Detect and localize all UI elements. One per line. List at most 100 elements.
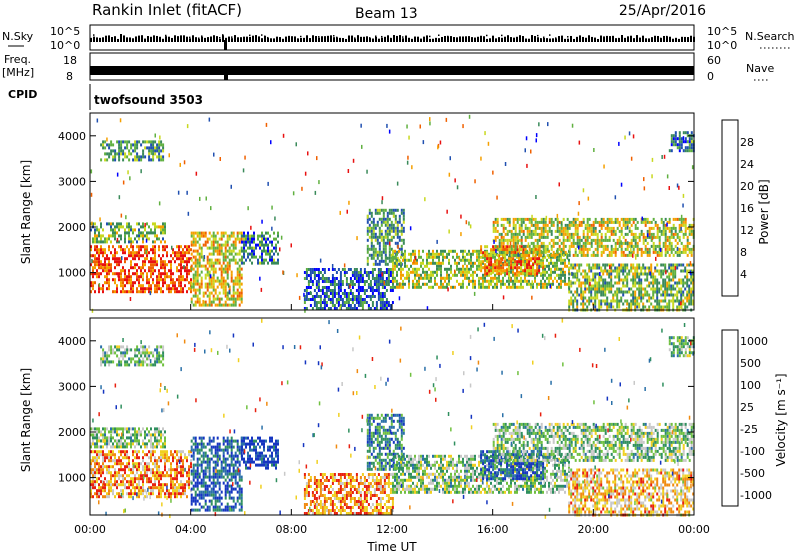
range-gate-cell — [120, 290, 122, 294]
range-gate-cell — [570, 299, 573, 303]
range-gate-cell — [658, 253, 661, 257]
range-gate-cell — [90, 468, 92, 472]
range-gate-cell — [498, 260, 501, 264]
range-gate-cell — [136, 251, 138, 255]
range-gate-cell — [462, 270, 464, 274]
range-gate-cell — [385, 307, 388, 310]
range-gate-cell — [598, 263, 601, 267]
range-gate-cell — [148, 266, 150, 270]
range-gate-cell — [562, 273, 564, 277]
range-gate-cell — [132, 266, 134, 270]
range-gate-cell — [554, 276, 556, 280]
range-gate-cell — [160, 231, 162, 235]
range-gate-cell — [634, 293, 637, 297]
range-gate-cell — [500, 235, 503, 239]
range-gate-cell — [580, 287, 583, 291]
range-gate-cell — [222, 288, 225, 292]
range-gate-cell — [144, 146, 147, 150]
range-gate-cell — [216, 285, 219, 289]
range-gate-cell — [636, 275, 639, 279]
range-gate-cell — [240, 237, 243, 241]
range-gate-cell — [170, 254, 172, 258]
range-gate-cell — [682, 263, 685, 267]
range-gate-cell — [380, 208, 383, 212]
range-gate-cell — [162, 237, 164, 241]
range-gate-cell — [224, 267, 227, 271]
range-gate-cell — [434, 261, 436, 265]
range-gate-cell — [562, 238, 565, 242]
range-gate-cell — [552, 264, 554, 268]
range-gate-cell — [196, 267, 199, 271]
range-gate-cell — [124, 248, 126, 252]
nsky-sample — [525, 38, 527, 42]
range-gate-cell — [271, 243, 273, 247]
range-gate-cell — [564, 238, 567, 242]
range-gate-cell — [116, 290, 118, 294]
range-gate-cell — [164, 281, 166, 285]
range-gate-cell — [363, 301, 366, 304]
range-gate-cell — [388, 250, 391, 254]
range-gate-cell — [582, 299, 585, 303]
range-gate-cell — [374, 211, 377, 215]
range-gate-cell — [128, 234, 130, 238]
range-gate-cell — [558, 226, 561, 230]
y-tick-label: 3000 — [58, 175, 86, 188]
scatter-cell — [578, 245, 580, 250]
range-gate-cell — [321, 274, 324, 277]
range-gate-cell — [602, 278, 605, 282]
range-gate-cell — [440, 264, 442, 268]
range-gate-cell — [206, 270, 209, 274]
range-gate-cell — [154, 251, 156, 255]
scatter-cell — [202, 299, 204, 304]
range-gate-cell — [522, 285, 524, 289]
range-gate-cell — [568, 281, 571, 285]
scatter-cell — [571, 271, 573, 276]
range-gate-cell — [594, 220, 597, 224]
range-gate-cell — [608, 290, 611, 294]
range-gate-cell — [674, 217, 677, 221]
cpid-label: CPID — [8, 88, 37, 101]
range-gate-cell — [267, 231, 269, 235]
range-gate-cell — [226, 264, 229, 268]
range-gate-cell — [500, 269, 503, 273]
range-gate-cell — [650, 266, 653, 270]
range-gate-cell — [228, 234, 231, 238]
range-gate-cell — [582, 217, 585, 221]
range-gate-cell — [164, 245, 166, 249]
range-gate-cell — [269, 252, 271, 256]
range-gate-cell — [588, 229, 591, 233]
range-gate-cell — [333, 277, 336, 280]
scatter-cell — [480, 156, 482, 161]
range-gate-cell — [238, 252, 241, 256]
range-gate-cell — [122, 140, 125, 144]
range-gate-cell — [114, 260, 116, 264]
range-gate-cell — [580, 272, 583, 276]
range-gate-cell — [686, 131, 689, 135]
range-gate-cell — [208, 273, 211, 277]
range-gate-cell — [682, 250, 685, 254]
range-gate-cell — [598, 302, 601, 306]
range-gate-cell — [222, 261, 225, 265]
range-gate-cell — [652, 293, 655, 297]
range-gate-cell — [136, 140, 139, 144]
nsky-sample — [495, 38, 497, 42]
range-gate-cell — [616, 241, 619, 245]
nsky-sample — [390, 38, 392, 42]
range-gate-cell — [138, 284, 140, 288]
range-gate-cell — [494, 269, 497, 273]
range-gate-cell — [232, 231, 235, 235]
range-gate-cell — [584, 284, 587, 288]
range-gate-cell — [558, 267, 560, 271]
range-gate-cell — [168, 290, 170, 294]
range-gate-cell — [528, 279, 530, 283]
range-gate-cell — [236, 267, 239, 271]
range-gate-cell — [110, 234, 112, 238]
range-gate-cell — [110, 143, 113, 147]
range-gate-cell — [588, 275, 591, 279]
nsky-sample — [537, 37, 539, 42]
range-gate-cell — [572, 281, 575, 285]
range-gate-cell — [222, 255, 225, 259]
range-gate-cell — [154, 245, 156, 249]
range-gate-cell — [530, 250, 533, 254]
range-gate-cell — [331, 295, 334, 298]
